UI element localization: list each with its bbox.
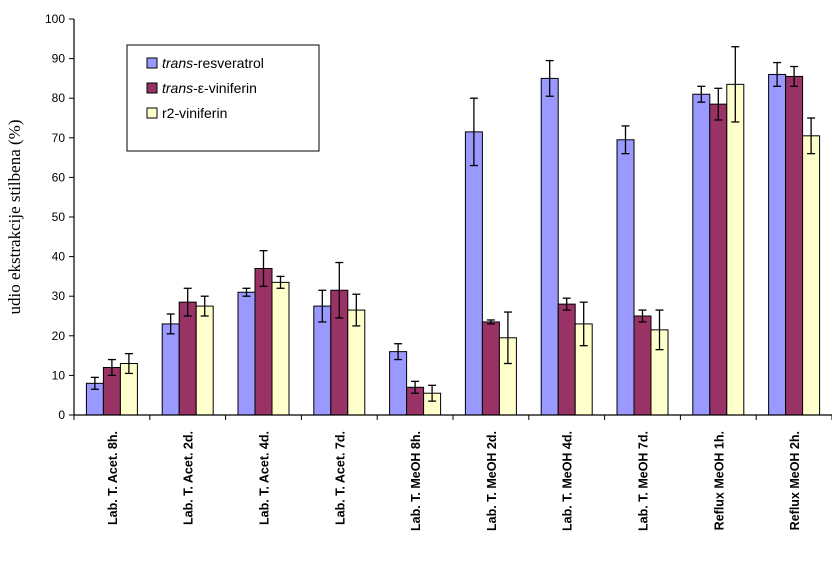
bar	[726, 83, 745, 416]
x-category-labels: Lab. T. Acet. 8h. Lab. T. Acet. 2d. Lab. T…	[106, 431, 802, 531]
y-tick-label: 0	[58, 408, 65, 422]
y-tick-label: 90	[52, 52, 66, 66]
bar	[464, 131, 483, 416]
x-category-label: Reflux MeOH 1h.	[712, 431, 726, 530]
y-tick-label: 40	[52, 250, 66, 264]
legend-label: trans-resveratrol	[162, 55, 264, 71]
error-bars-layer	[90, 46, 816, 402]
bar	[540, 77, 559, 416]
bar	[161, 323, 180, 416]
bar	[178, 301, 197, 416]
x-category-label: Lab. T. Acet. 4d.	[258, 431, 272, 525]
bar	[616, 139, 635, 416]
bar	[254, 267, 273, 416]
bar	[692, 93, 711, 416]
y-axis-label: udio ekstrakcije stilbena (%)	[5, 120, 24, 315]
bar	[389, 351, 408, 416]
legend-label: r2-viniferin	[162, 105, 227, 121]
legend-swatch	[146, 57, 158, 69]
y-tick-label: 80	[52, 91, 66, 105]
y-tick-label: 50	[52, 210, 66, 224]
legend-box	[126, 44, 320, 152]
x-category-label: Reflux MeOH 2h.	[788, 431, 802, 530]
x-category-label: Lab. T. MeOH 4d.	[561, 431, 575, 531]
y-tick-label: 70	[52, 131, 66, 145]
legend-swatch	[146, 82, 158, 94]
bar	[633, 315, 652, 416]
y-tick-label: 20	[52, 329, 66, 343]
x-category-label: Lab. T. MeOH 2d.	[485, 431, 499, 531]
bar	[768, 73, 787, 416]
bar	[785, 75, 804, 416]
bar	[271, 281, 290, 416]
legend-swatch	[146, 107, 158, 119]
y-tick-label: 10	[52, 368, 66, 382]
y-tick-label: 30	[52, 289, 66, 303]
bar	[557, 303, 576, 416]
legend-label: trans-ε-viniferin	[162, 80, 257, 96]
x-category-label: Lab. T. MeOH 8h.	[409, 431, 423, 531]
x-category-label: Lab. T. MeOH 7d.	[637, 431, 651, 531]
bar	[802, 135, 821, 416]
x-category-label: Lab. T. Acet. 2d.	[182, 431, 196, 525]
bar	[195, 305, 214, 416]
y-tick-labels: 0 10 20 30 40 50 60 70 80 90 100	[45, 12, 65, 422]
x-category-label: Lab. T. Acet. 7d.	[333, 431, 347, 525]
y-tick-label: 60	[52, 170, 66, 184]
bar	[237, 291, 256, 416]
legend: trans-resveratrol trans-ε-viniferin r2-vin…	[126, 44, 320, 152]
y-tick-label: 100	[45, 12, 65, 26]
bar	[481, 321, 500, 416]
bar	[709, 103, 728, 416]
axes-layer	[69, 18, 832, 420]
x-category-label: Lab. T. Acet. 8h.	[106, 431, 120, 525]
